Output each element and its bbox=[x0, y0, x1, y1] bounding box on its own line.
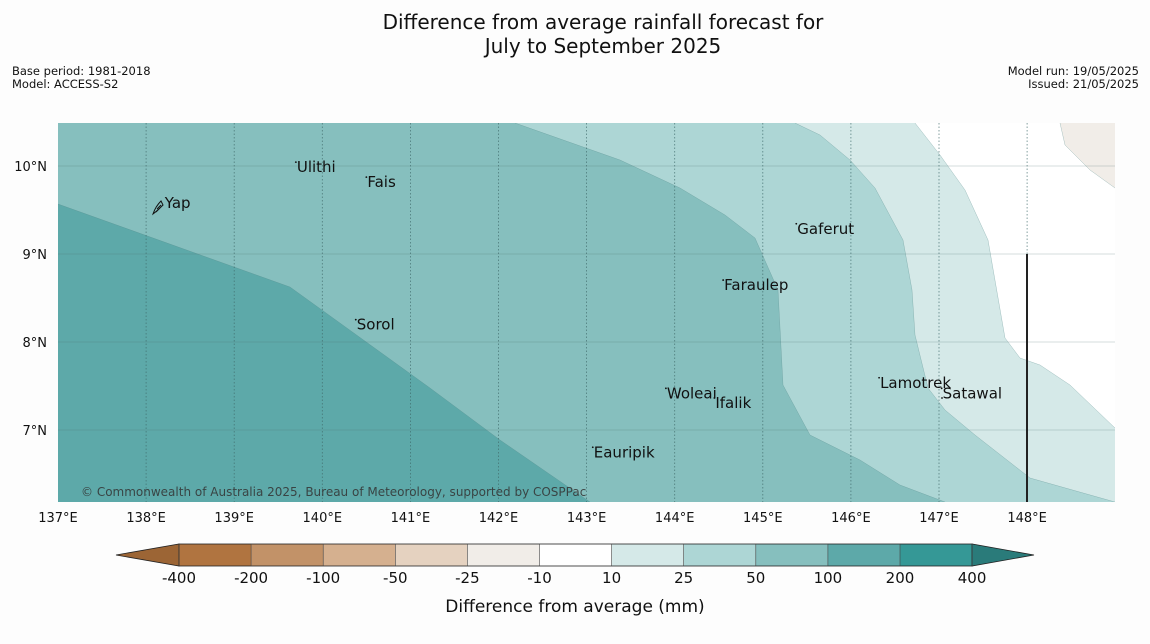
lon-tick-label: 145°E bbox=[743, 511, 783, 526]
colorbar-tick-label: -10 bbox=[527, 569, 552, 587]
place-label-fais: Fais bbox=[367, 173, 396, 191]
title-line-2: July to September 2025 bbox=[484, 34, 722, 58]
island-dot bbox=[294, 161, 297, 164]
island-dot bbox=[795, 222, 798, 225]
colorbar-tick-label: 100 bbox=[814, 569, 843, 587]
colorbar-tick-label: -25 bbox=[455, 569, 480, 587]
map-title: Difference from average rainfall forecas… bbox=[0, 10, 1150, 58]
model-name: Model: ACCESS-S2 bbox=[12, 77, 119, 91]
base-period: Base period: 1981-2018 bbox=[12, 64, 151, 78]
issued-date: Issued: 21/05/2025 bbox=[1028, 77, 1139, 91]
colorbar-tick-label: 25 bbox=[674, 569, 693, 587]
island-dot bbox=[365, 176, 368, 179]
lon-tick-label: 148°E bbox=[1007, 511, 1047, 526]
zone-200 bbox=[58, 204, 590, 502]
colorbar-segment bbox=[323, 544, 396, 566]
zone-neg25 bbox=[1060, 123, 1115, 188]
island-dot bbox=[722, 279, 725, 281]
lon-tick-label: 141°E bbox=[391, 511, 431, 526]
colorbar-tick-label: -100 bbox=[306, 569, 340, 587]
yap-island-outline bbox=[152, 200, 164, 216]
place-label-ifalik: Ifalik bbox=[715, 394, 751, 412]
colorbar-segment bbox=[179, 544, 252, 566]
colorbar-segment bbox=[467, 544, 540, 566]
lon-tick-label: 147°E bbox=[919, 511, 959, 526]
lon-tick-label: 140°E bbox=[303, 511, 343, 526]
lat-tick-label: 10°N bbox=[14, 160, 47, 175]
place-label-woleai: Woleai bbox=[667, 384, 717, 402]
colorbar-tick-label: 400 bbox=[958, 569, 987, 587]
zone-10 bbox=[915, 123, 1115, 428]
title-line-1: Difference from average rainfall forecas… bbox=[382, 10, 824, 34]
colorbar-tick-label: -50 bbox=[383, 569, 408, 587]
place-label-eauripik: Eauripik bbox=[594, 443, 655, 461]
place-label-ulithi: Ulithi bbox=[297, 158, 336, 176]
lat-tick-label: 8°N bbox=[23, 336, 48, 351]
colorbar-tick-label: -200 bbox=[234, 569, 268, 587]
colorbar-segment bbox=[611, 544, 684, 566]
place-label-sorol: Sorol bbox=[357, 316, 395, 334]
colorbar-label: Difference from average (mm) bbox=[445, 597, 705, 617]
colorbar-tick-label: 50 bbox=[746, 569, 765, 587]
island-dot bbox=[664, 387, 667, 390]
meta-left: Base period: 1981-2018 Model: ACCESS-S2 bbox=[12, 65, 151, 91]
copyright-text: © Commonwealth of Australia 2025, Bureau… bbox=[81, 485, 586, 499]
colorbar-segment bbox=[251, 544, 324, 566]
place-label-yap: Yap bbox=[164, 194, 191, 212]
place-label-faraulep: Faraulep bbox=[724, 276, 788, 294]
place-labels: Yap Ulithi Fais Sorol Gaferut Faraulep WoleaiI… bbox=[164, 158, 1002, 461]
island-dot bbox=[713, 397, 716, 399]
colorbar-segment bbox=[827, 544, 900, 566]
place-label-gaferut: Gaferut bbox=[797, 220, 854, 238]
colorbar-segment bbox=[900, 544, 973, 566]
lon-tick-label: 142°E bbox=[479, 511, 519, 526]
colorbar-tick-label: -400 bbox=[162, 569, 196, 587]
colorbar-tick-label: 200 bbox=[886, 569, 915, 587]
island-dot bbox=[878, 376, 880, 379]
place-label-satawal: Satawal bbox=[943, 384, 1002, 402]
colorbar-extend-low bbox=[115, 543, 180, 567]
lon-tick-label: 139°E bbox=[214, 511, 254, 526]
colorbar-extend-high bbox=[971, 543, 1035, 567]
contour-lines bbox=[58, 123, 1115, 502]
meta-right: Model run: 19/05/2025 Issued: 21/05/2025 bbox=[1008, 65, 1139, 91]
island-dot bbox=[940, 387, 943, 390]
colorbar-segment bbox=[539, 544, 612, 566]
island-dot bbox=[591, 446, 594, 449]
colorbar-segment bbox=[683, 544, 756, 566]
lon-tick-label: 138°E bbox=[126, 511, 166, 526]
island-dot bbox=[354, 318, 357, 321]
colorbar-segment bbox=[755, 544, 828, 566]
lat-tick-label: 7°N bbox=[23, 424, 48, 439]
lon-tick-label: 146°E bbox=[831, 511, 871, 526]
lat-tick-label: 9°N bbox=[23, 248, 48, 263]
island-dot bbox=[941, 397, 943, 399]
colorbar-tick-label: 10 bbox=[602, 569, 621, 587]
lon-tick-label: 137°E bbox=[38, 511, 78, 526]
lon-tick-label: 144°E bbox=[655, 511, 695, 526]
axis-labels: 137°E 138°E 139°E 140°E 141°E 142°E 143°E 144°E… bbox=[14, 160, 1047, 526]
lon-tick-label: 143°E bbox=[567, 511, 607, 526]
colorbar-segment bbox=[395, 544, 468, 566]
place-label-lamotrek: Lamotrek bbox=[880, 374, 951, 392]
model-run: Model run: 19/05/2025 bbox=[1007, 64, 1139, 78]
colorbar: -400 -200 -100 -50 -25 -10 10 25 50 100 200 400 bbox=[115, 543, 1035, 587]
graticule bbox=[58, 123, 1115, 502]
